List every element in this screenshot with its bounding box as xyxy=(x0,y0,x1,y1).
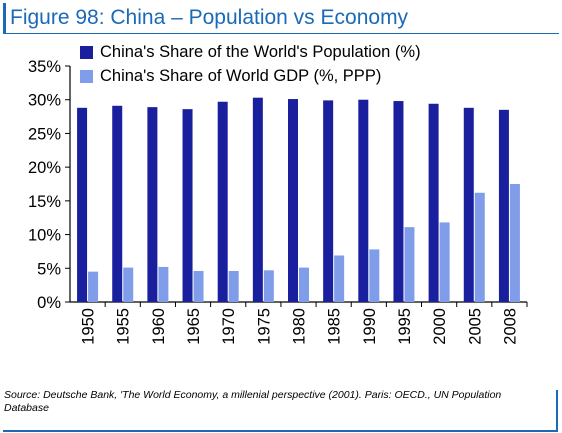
x-tick-label: 2000 xyxy=(431,308,449,345)
bar-population-1955 xyxy=(112,105,123,302)
bar-population-1980 xyxy=(288,99,298,302)
bar-gdp-1980 xyxy=(299,267,309,302)
y-tick-label: 30% xyxy=(28,92,61,110)
legend-item-gdp: China's Share of World GDP (%, PPP) xyxy=(80,64,421,88)
x-tick-label: 1955 xyxy=(115,308,133,345)
x-tick-label: 1985 xyxy=(326,308,344,345)
x-tick-label: 1960 xyxy=(150,308,168,345)
bar-gdp-1965 xyxy=(193,270,204,302)
bar-gdp-1995 xyxy=(404,227,415,302)
x-tick-label: 1995 xyxy=(396,308,414,345)
bar-population-1975 xyxy=(252,97,263,302)
y-tick-label: 35% xyxy=(28,58,61,76)
bar-gdp-1975 xyxy=(263,270,274,302)
bar-gdp-1950 xyxy=(88,271,99,302)
bar-gdp-1990 xyxy=(369,249,380,302)
y-tick-label: 20% xyxy=(28,159,61,177)
bar-gdp-1970 xyxy=(228,270,239,302)
x-tick-label: 1950 xyxy=(80,308,98,345)
legend-swatch-population xyxy=(80,45,93,59)
chart-legend: China's Share of the World's Population … xyxy=(80,40,421,88)
x-tick-label: 2008 xyxy=(501,308,519,345)
bar-population-2000 xyxy=(428,103,439,302)
legend-label-population: China's Share of the World's Population … xyxy=(100,42,421,61)
bar-population-1995 xyxy=(393,101,404,302)
source-divider-horizontal xyxy=(3,430,558,432)
x-tick-label: 1990 xyxy=(361,308,379,345)
title-divider xyxy=(3,33,559,34)
y-tick-label: 10% xyxy=(28,227,61,245)
bar-gdp-1985 xyxy=(334,255,345,302)
y-tick-label: 25% xyxy=(28,125,61,143)
y-tick-label: 15% xyxy=(28,193,61,211)
bar-population-1960 xyxy=(147,107,158,302)
source-note: Source: Deutsche Bank, 'The World Econom… xyxy=(4,389,502,414)
legend-item-population: China's Share of the World's Population … xyxy=(80,40,421,64)
x-tick-label: 1980 xyxy=(291,308,309,345)
title-accent-bar xyxy=(3,3,6,33)
legend-swatch-gdp xyxy=(80,69,93,83)
x-tick-label: 1965 xyxy=(185,308,203,345)
bar-gdp-2005 xyxy=(474,192,485,302)
bar-population-1990 xyxy=(358,99,369,302)
x-tick-label: 1970 xyxy=(220,308,238,345)
figure-title: Figure 98: China – Population vs Economy xyxy=(10,6,409,29)
x-tick-label: 1975 xyxy=(255,308,273,345)
y-tick-label: 0% xyxy=(37,294,61,312)
bar-population-1950 xyxy=(77,107,88,302)
bar-gdp-1955 xyxy=(123,267,134,302)
legend-label-gdp: China's Share of World GDP (%, PPP) xyxy=(100,66,382,85)
source-divider-vertical xyxy=(556,390,558,430)
bar-population-2005 xyxy=(463,107,474,302)
y-tick-label: 5% xyxy=(37,260,61,278)
bar-population-1985 xyxy=(323,100,334,302)
x-tick-label: 2005 xyxy=(466,308,484,345)
bar-gdp-2008 xyxy=(509,184,520,302)
bar-population-1965 xyxy=(182,109,193,302)
bar-population-1970 xyxy=(217,101,228,302)
bar-gdp-2000 xyxy=(439,222,450,302)
bar-population-2008 xyxy=(498,109,509,302)
bar-gdp-1960 xyxy=(158,266,169,302)
